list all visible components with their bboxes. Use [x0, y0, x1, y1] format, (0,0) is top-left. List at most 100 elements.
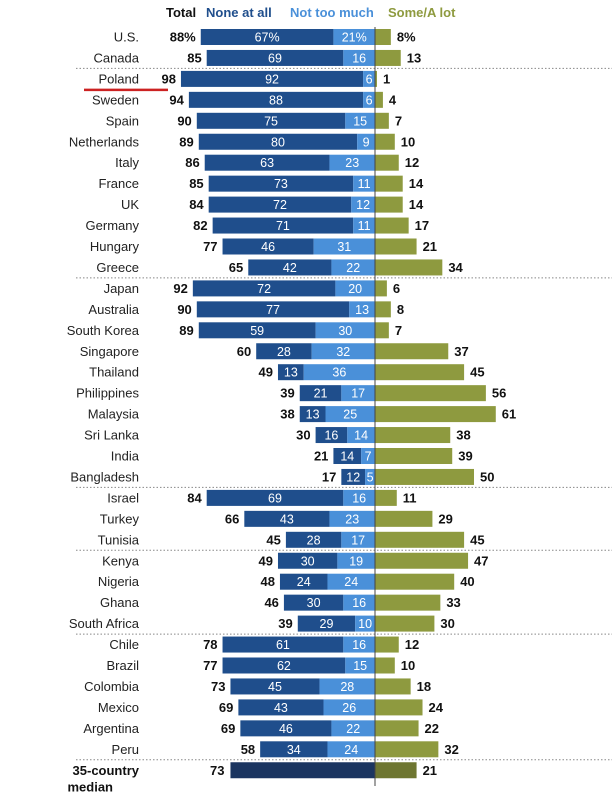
label-some-a-lot: 22 [425, 721, 439, 736]
label-not-too-much: 19 [349, 554, 363, 568]
bar-not-too-much [331, 720, 375, 737]
row-brazil: Brazil 62 15 77 10 [106, 657, 415, 674]
label-none-at-all: 72 [273, 198, 287, 212]
bar-not-too-much [343, 489, 375, 506]
bar-some-a-lot [375, 468, 474, 485]
country-label: Bangladesh [70, 469, 139, 484]
row-sweden: Sweden 88 6 94 4 [92, 91, 397, 108]
label-none-at-all: 46 [279, 722, 293, 736]
bar-none-at-all [222, 657, 346, 674]
label-some-a-lot: 45 [470, 365, 484, 380]
row-ghana: Ghana 30 16 46 33 [100, 594, 461, 611]
label-total: 49 [259, 365, 273, 380]
bar-none-at-all [279, 573, 328, 590]
country-label: Germany [86, 218, 140, 233]
country-label: Japan [104, 281, 139, 296]
label-total: 38 [280, 407, 294, 422]
country-label: Poland [99, 71, 139, 86]
bar-not-too-much [329, 154, 375, 171]
label-not-too-much: 31 [337, 240, 351, 254]
bar-not-too-much [333, 29, 375, 45]
label-not-too-much: 5 [367, 470, 374, 484]
bar-none-at-all [230, 678, 320, 695]
country-label: U.S. [114, 30, 139, 45]
label-total: 17 [322, 469, 336, 484]
bar-not-too-much [347, 427, 375, 444]
row-singapore: Singapore 28 32 60 37 [80, 343, 469, 360]
label-some-a-lot: 50 [480, 469, 494, 484]
bar-not-too-much [335, 280, 375, 297]
label-total: 49 [259, 553, 273, 568]
country-label: UK [121, 197, 139, 212]
bar-none-at-all [188, 91, 364, 108]
bar-none-at-all [277, 364, 304, 381]
label-none-at-all: 92 [265, 72, 279, 86]
label-total: 77 [203, 239, 217, 254]
legend-not-too-much: Not too much [290, 5, 374, 20]
label-some-a-lot: 56 [492, 386, 506, 401]
label-total: 92 [173, 281, 187, 296]
label-some-a-lot: 45 [470, 532, 484, 547]
label-some-a-lot: 17 [415, 218, 429, 233]
row-nigeria: Nigeria 24 24 48 40 [98, 573, 475, 590]
row-mexico: Mexico 43 26 69 24 [98, 699, 444, 716]
label-none-at-all: 73 [274, 177, 288, 191]
country-label: Sweden [92, 92, 139, 107]
row-philippines: Philippines 21 17 39 56 [76, 385, 506, 402]
label-not-too-much: 11 [358, 219, 371, 233]
bar-median-total [230, 762, 375, 779]
bar-not-too-much [357, 133, 375, 150]
bar-none-at-all [248, 259, 332, 276]
bar-not-too-much [311, 343, 375, 360]
bar-some-a-lot [375, 322, 389, 339]
country-label: India [111, 449, 140, 464]
bar-none-at-all [206, 49, 344, 66]
bar-none-at-all [333, 448, 362, 464]
label-total: 66 [225, 511, 239, 526]
label-some-a-lot: 37 [454, 344, 468, 359]
label-not-too-much: 9 [363, 135, 370, 149]
bar-some-a-lot [375, 448, 453, 464]
bar-none-at-all [315, 427, 348, 444]
label-none-at-all: 21 [314, 387, 328, 401]
label-some-a-lot: 34 [448, 260, 463, 275]
bar-none-at-all [244, 510, 330, 527]
bar-some-a-lot [375, 29, 391, 45]
bar-none-at-all [198, 322, 316, 339]
bar-none-at-all [198, 133, 358, 150]
bar-median-some-a-lot [375, 762, 417, 779]
country-label: Italy [115, 155, 139, 170]
label-total: 86 [185, 155, 199, 170]
bar-none-at-all [283, 594, 344, 611]
bar-some-a-lot [375, 573, 455, 590]
median-label-line2: median [67, 779, 113, 794]
bar-some-a-lot [375, 699, 423, 716]
bar-some-a-lot [375, 636, 399, 653]
bar-not-too-much [361, 448, 375, 464]
label-none-at-all: 75 [264, 114, 278, 128]
label-total: 84 [189, 197, 204, 212]
bar-not-too-much [365, 468, 375, 485]
bar-not-too-much [353, 217, 375, 234]
bar-not-too-much [343, 636, 375, 653]
label-some-a-lot: 32 [444, 742, 458, 757]
bar-not-too-much [363, 91, 375, 108]
label-total: 73 [211, 679, 225, 694]
label-none-at-all: 34 [287, 743, 301, 757]
label-total: 46 [264, 595, 278, 610]
country-label: Israel [107, 490, 139, 505]
row-spain: Spain 75 15 90 7 [106, 112, 402, 129]
label-total: 48 [260, 574, 274, 589]
row-peru: Peru 34 24 58 32 [112, 741, 459, 758]
label-total: 60 [237, 344, 251, 359]
bar-some-a-lot [375, 112, 389, 129]
row-canada: Canada 69 16 85 13 [93, 49, 421, 66]
label-none-at-all: 30 [301, 554, 315, 568]
label-not-too-much: 6 [366, 72, 373, 86]
bar-some-a-lot [375, 364, 465, 381]
label-not-too-much: 12 [356, 198, 370, 212]
label-none-at-all: 43 [274, 701, 288, 715]
label-total: 85 [189, 176, 203, 191]
bar-not-too-much [327, 573, 375, 590]
